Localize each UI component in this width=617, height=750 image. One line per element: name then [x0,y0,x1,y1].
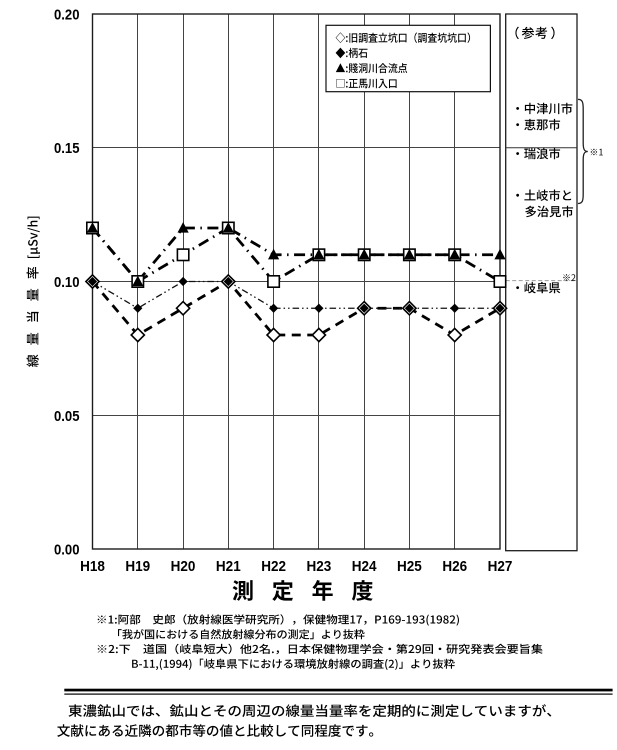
svg-text:H20: H20 [171,558,196,575]
svg-text:H19: H19 [125,558,150,575]
svg-text:0.10: 0.10 [54,274,80,291]
svg-text:H25: H25 [397,558,422,575]
svg-text:0.05: 0.05 [54,408,80,425]
svg-text:0.15: 0.15 [54,140,80,157]
svg-text:H26: H26 [442,558,467,575]
svg-text:H24: H24 [352,558,377,575]
svg-text:H22: H22 [261,558,286,575]
svg-text:0.00: 0.00 [54,542,80,559]
svg-text:H21: H21 [216,558,241,575]
svg-text:H27: H27 [488,558,513,575]
svg-text:H18: H18 [80,558,105,575]
svg-text:H23: H23 [306,558,331,575]
svg-text:0.20: 0.20 [54,7,80,24]
